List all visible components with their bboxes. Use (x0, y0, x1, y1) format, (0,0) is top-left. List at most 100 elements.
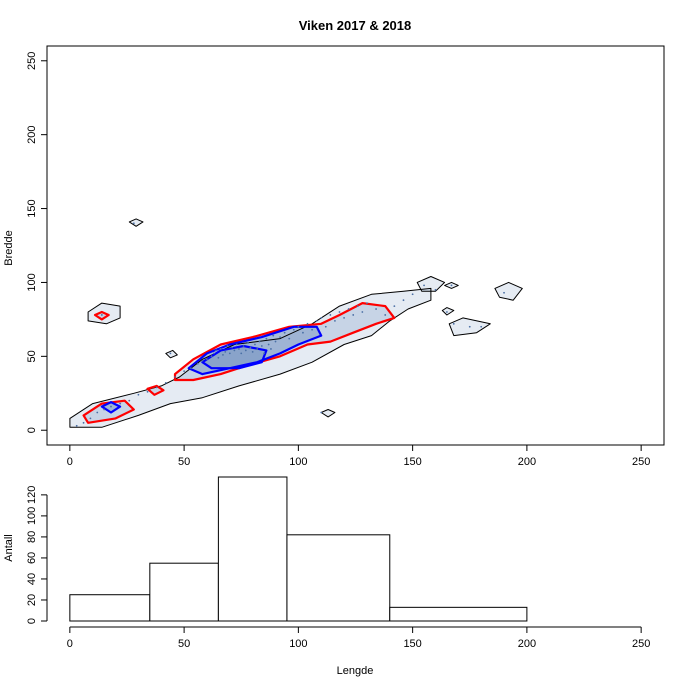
data-point-45 (272, 334, 275, 337)
histogram-bar-2 (217, 476, 288, 622)
top-x-tick-label-0: 0 (67, 456, 73, 468)
data-point-78 (320, 411, 323, 414)
data-point-74 (452, 322, 455, 325)
data-point-18 (210, 355, 213, 358)
top-x-tick-label-4: 200 (518, 456, 536, 468)
data-point-26 (228, 352, 231, 355)
data-point-81 (169, 352, 172, 355)
top-x-tick-label-5: 250 (632, 456, 650, 468)
data-point-6 (119, 402, 122, 405)
data-point-72 (423, 284, 425, 287)
data-point-0 (75, 424, 78, 427)
data-point-17 (206, 358, 208, 361)
data-point-73 (434, 288, 437, 291)
top-y-tick-label-4: 200 (26, 125, 38, 143)
contour-layer (69, 218, 523, 428)
contour-mid-2 (93, 310, 110, 321)
data-point-5 (110, 405, 112, 408)
top-y-tick-label-1: 50 (26, 350, 38, 362)
contour-outer-6 (444, 281, 459, 289)
contour-mid-0 (82, 399, 135, 424)
data-point-71 (411, 293, 414, 296)
top-x-tick-label-1: 50 (178, 456, 190, 468)
data-point-9 (146, 390, 149, 393)
density-region-3 (165, 350, 178, 358)
data-point-8 (137, 393, 140, 396)
data-point-21 (217, 356, 220, 359)
contour-outer-7 (441, 307, 455, 316)
data-point-1 (82, 421, 85, 424)
data-point-10 (155, 386, 158, 389)
contour-outer-3 (165, 349, 178, 359)
contour-outer-4 (320, 409, 336, 418)
data-point-20 (215, 349, 218, 352)
data-point-83 (450, 284, 453, 287)
data-point-54 (311, 328, 313, 331)
data-point-79 (132, 222, 135, 225)
data-point-28 (233, 349, 236, 352)
data-point-33 (244, 349, 247, 352)
data-point-77 (503, 291, 505, 294)
data-point-3 (96, 411, 99, 414)
data-point-56 (320, 317, 323, 319)
data-point-80 (100, 314, 103, 316)
data-point-31 (240, 352, 243, 355)
data-point-37 (254, 343, 256, 346)
data-point-14 (190, 367, 192, 370)
data-point-60 (338, 311, 341, 313)
data-point-25 (226, 345, 229, 347)
data-point-12 (174, 376, 176, 378)
data-point-69 (393, 305, 396, 307)
top-x-tick-label-2: 100 (289, 456, 307, 468)
points-layer (75, 222, 505, 427)
data-point-48 (283, 331, 286, 334)
data-point-70 (402, 299, 405, 302)
bottom-x-tick-label-2: 100 (289, 638, 307, 650)
top-y-axis-label: Bredde (3, 230, 15, 265)
contour-inner-2 (201, 344, 268, 370)
density-core-mid-3 (174, 303, 395, 380)
bottom-y-tick-label-0: 0 (26, 618, 38, 624)
bottom-x-axis-label: Lengde (337, 665, 374, 677)
data-point-58 (329, 314, 332, 316)
data-point-35 (249, 346, 252, 349)
data-point-32 (242, 345, 245, 347)
data-point-55 (315, 319, 318, 322)
bottom-y-tick-label-4: 80 (26, 531, 38, 543)
chart-title: Viken 2017 & 2018 (299, 18, 412, 33)
histogram-bar-3 (286, 534, 391, 622)
density-region-2 (129, 218, 143, 227)
data-point-62 (347, 308, 350, 310)
contour-inner-0 (100, 401, 122, 414)
data-point-43 (267, 343, 270, 346)
data-point-65 (361, 311, 364, 313)
bottom-y-tick-label-3: 60 (26, 552, 38, 564)
contour-mid-1 (146, 384, 165, 396)
data-point-44 (270, 348, 272, 350)
data-point-24 (224, 351, 227, 353)
histogram-bar-1 (149, 562, 219, 622)
histogram-layer (69, 476, 528, 622)
data-point-46 (274, 340, 277, 343)
data-point-41 (263, 352, 265, 355)
contour-outer-0 (69, 287, 432, 428)
data-point-4 (103, 408, 106, 411)
contour-outer-5 (416, 276, 446, 292)
data-point-34 (247, 342, 249, 344)
data-point-67 (375, 308, 377, 310)
data-point-13 (183, 370, 186, 373)
data-point-39 (258, 340, 261, 343)
data-point-7 (128, 399, 131, 402)
top-y-tick-label-2: 100 (26, 273, 38, 291)
top-axes: 0 50 100 150 200 250 0 50 100 150 200 250 (26, 45, 665, 468)
bottom-y-axis-label: Antall (3, 534, 15, 562)
contour-outer-2 (128, 218, 144, 227)
bottom-axes: 0 50 100 150 200 250 0 20 40 60 80 100 120 (26, 486, 650, 650)
data-point-52 (302, 331, 304, 334)
bottom-y-tick-label-5: 100 (26, 507, 38, 525)
data-point-27 (231, 346, 234, 349)
top-y-tick-label-5: 250 (26, 52, 38, 70)
data-point-68 (384, 314, 387, 316)
